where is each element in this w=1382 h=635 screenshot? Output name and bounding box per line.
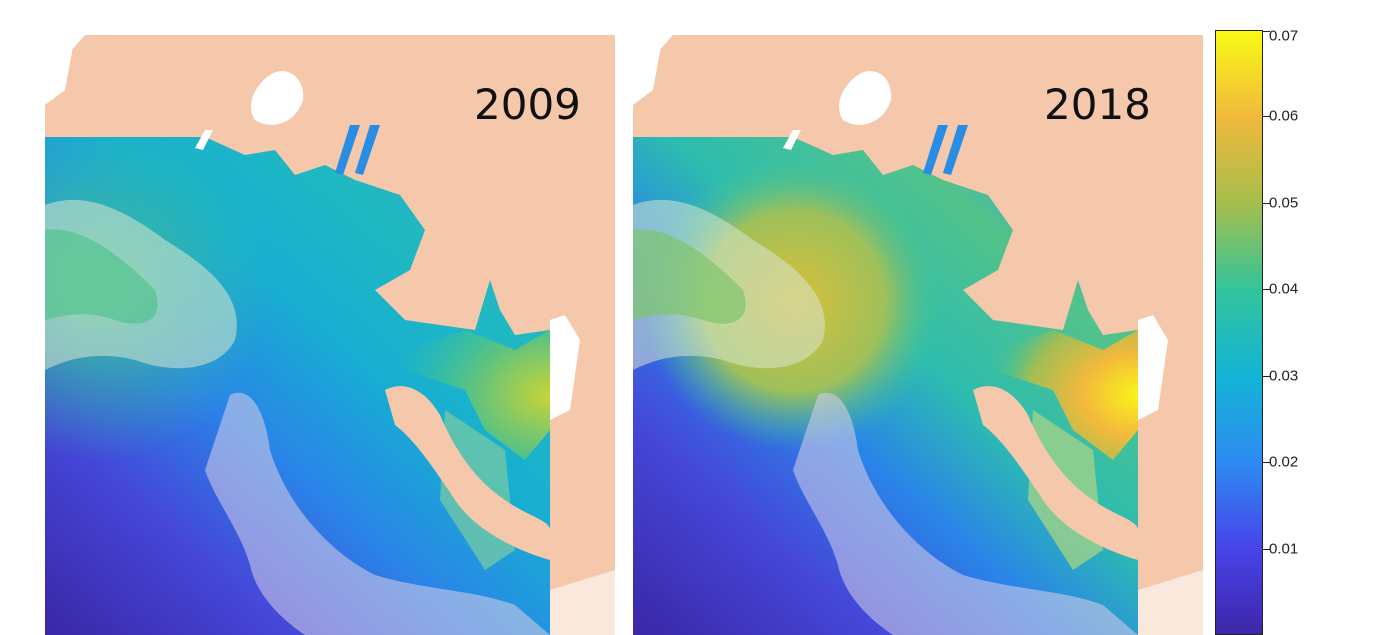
colorbar-tick-mark bbox=[1262, 376, 1270, 377]
shoal-south bbox=[793, 392, 1138, 635]
east-bay bbox=[963, 330, 1138, 460]
colorbar-tick-mark bbox=[1262, 116, 1270, 117]
land-north bbox=[45, 35, 615, 635]
year-label-2018: 2018 bbox=[1044, 80, 1151, 129]
colorbar-tick-label: 0.02 bbox=[1269, 453, 1299, 471]
map-panel-2009: 2009 bbox=[45, 30, 615, 635]
colorbar-tick-label: 0.06 bbox=[1269, 107, 1299, 125]
colorbar-tick-mark bbox=[1262, 549, 1270, 550]
east-bay bbox=[375, 330, 550, 460]
shoal-south bbox=[205, 392, 550, 635]
colorbar-tick-mark bbox=[1262, 462, 1270, 463]
colorbar bbox=[1215, 30, 1263, 635]
colorbar-tick-label: 0.05 bbox=[1269, 194, 1299, 212]
colorbar-tick-label: 0.04 bbox=[1269, 280, 1299, 298]
colorbar-tick-label: 0.07 bbox=[1269, 27, 1299, 45]
land-north bbox=[633, 35, 1203, 635]
colorbar-tick-label: 0.03 bbox=[1269, 367, 1299, 385]
colorbar-tick-mark bbox=[1262, 203, 1270, 204]
colorbar-tick-label: 0.01 bbox=[1269, 540, 1299, 558]
colorbar-tick-mark bbox=[1262, 31, 1270, 32]
colorbar-ticks: 0.07 0.06 0.05 0.04 0.03 0.02 0.01 bbox=[1262, 27, 1342, 635]
colorbar-tick-mark bbox=[1262, 289, 1270, 290]
year-label-2009: 2009 bbox=[474, 80, 581, 129]
map-panel-2018: 2018 bbox=[633, 30, 1203, 635]
